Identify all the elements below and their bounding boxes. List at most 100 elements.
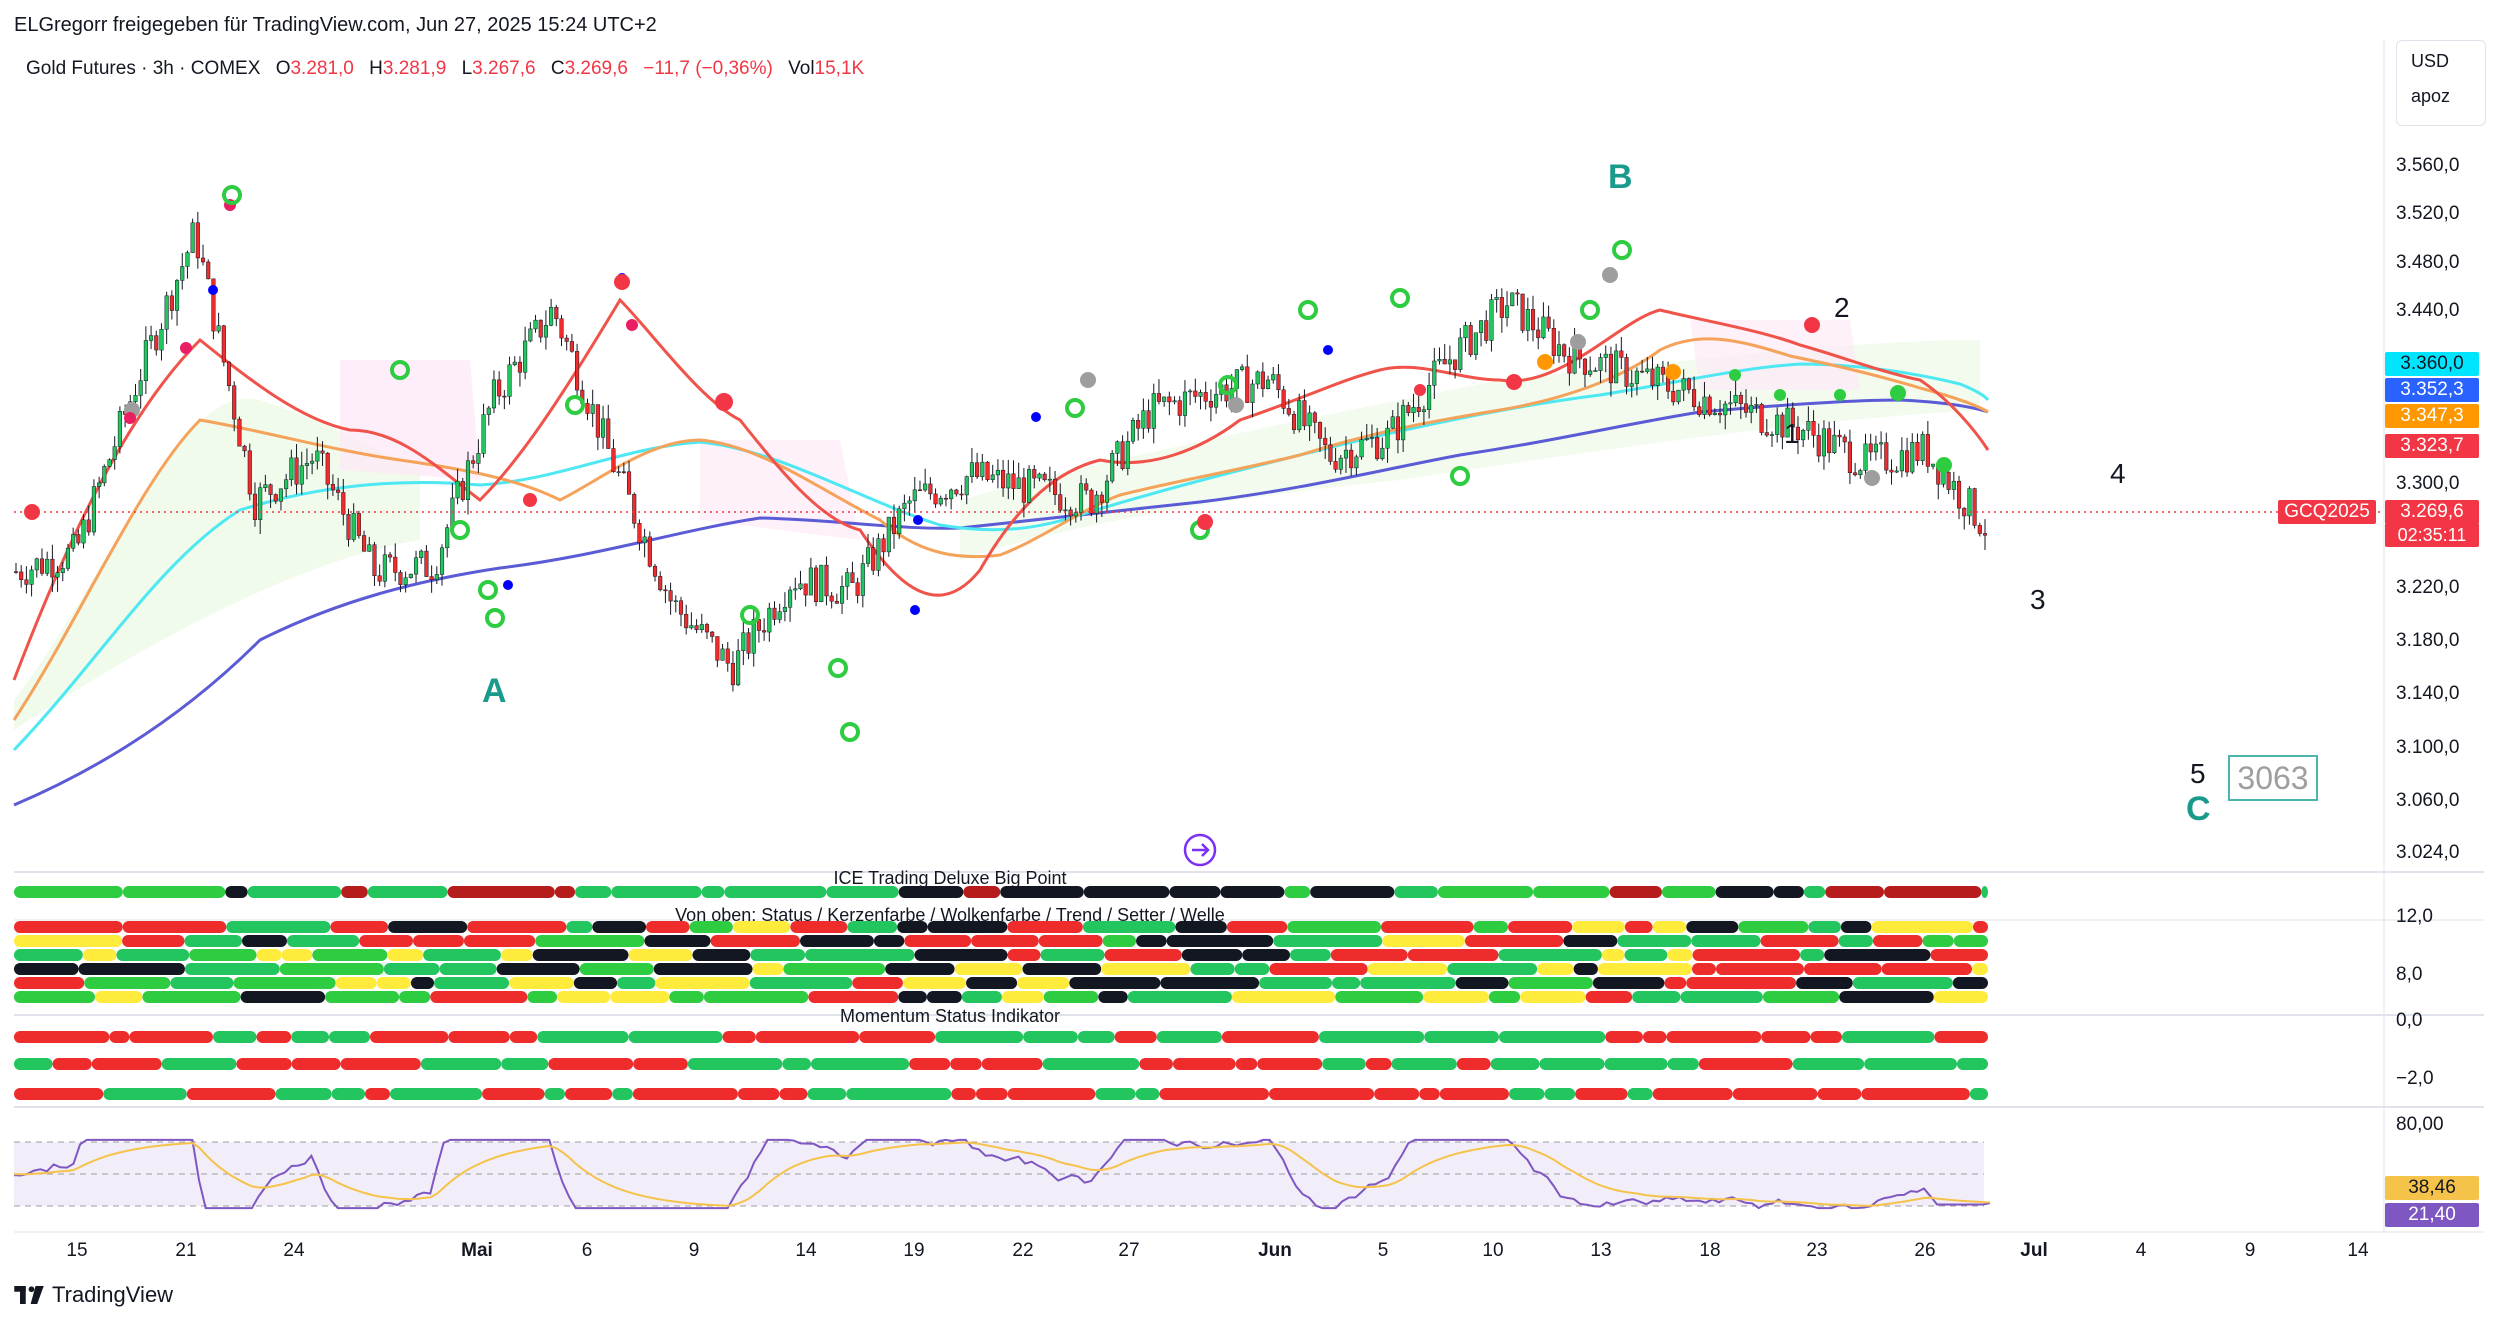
open-value: 3.281,0 bbox=[290, 58, 354, 79]
band-segment bbox=[1715, 886, 1774, 898]
signal-dot bbox=[503, 580, 513, 590]
time-tick: Jul bbox=[2020, 1240, 2048, 1261]
signal-dot bbox=[840, 722, 860, 742]
currency-selector[interactable]: USD apoz bbox=[2396, 40, 2486, 126]
target-price-box[interactable]: 3063 bbox=[2228, 755, 2318, 801]
candle bbox=[684, 604, 689, 635]
candle bbox=[1369, 424, 1375, 448]
band-segment bbox=[359, 935, 414, 947]
band-segment bbox=[722, 1031, 756, 1043]
candle bbox=[538, 319, 543, 343]
band-segment bbox=[509, 1031, 538, 1043]
band-segment bbox=[859, 1031, 936, 1043]
replay-icon[interactable] bbox=[1183, 833, 1217, 867]
ma-red-line bbox=[12, 297, 1990, 681]
candle bbox=[938, 495, 943, 507]
signal-dot bbox=[450, 520, 470, 540]
candle bbox=[720, 643, 725, 661]
band-segment bbox=[1686, 921, 1739, 933]
rsi-top-tick: 80,00 bbox=[2396, 1114, 2444, 1135]
band-segment bbox=[1136, 935, 1167, 947]
band-segment bbox=[1881, 963, 1973, 975]
band-segment bbox=[103, 1088, 187, 1100]
band-segment bbox=[898, 991, 927, 1003]
band-segment bbox=[410, 977, 435, 989]
candle bbox=[959, 484, 964, 500]
band-segment bbox=[950, 1058, 982, 1070]
candle bbox=[1027, 465, 1032, 504]
candle bbox=[512, 356, 517, 367]
candle bbox=[19, 565, 24, 588]
candle bbox=[1203, 381, 1208, 410]
candle bbox=[865, 533, 871, 568]
signal-dot bbox=[1537, 354, 1553, 370]
candle bbox=[689, 612, 694, 630]
band-segment bbox=[1667, 949, 1693, 961]
volume-value: 15,1K bbox=[814, 58, 865, 79]
candle bbox=[1328, 436, 1333, 465]
symbol-name[interactable]: Gold Futures · 3h · COMEX bbox=[26, 58, 261, 79]
band-segment bbox=[687, 1058, 783, 1070]
candle bbox=[55, 565, 60, 592]
candle bbox=[523, 326, 528, 380]
band-segment bbox=[544, 1088, 565, 1100]
candle bbox=[590, 389, 595, 427]
wave-label-c: C bbox=[2186, 790, 2211, 828]
band-segment bbox=[1257, 1058, 1323, 1070]
band-segment bbox=[927, 921, 1008, 933]
price-tick: 3.024,0 bbox=[2396, 842, 2460, 863]
symbol-legend[interactable]: Gold Futures · 3h · COMEX O3.281,0 H3.28… bbox=[26, 58, 864, 80]
band-segment bbox=[954, 963, 1023, 975]
candle bbox=[45, 551, 50, 577]
signal-dot bbox=[1228, 397, 1244, 413]
candle bbox=[1717, 399, 1723, 424]
band-segment bbox=[109, 1031, 130, 1043]
candle bbox=[533, 314, 538, 333]
candle bbox=[408, 573, 413, 579]
countdown-tag: 02:35:11 bbox=[2385, 523, 2479, 547]
band-segment bbox=[532, 949, 629, 961]
band-segment bbox=[1268, 1088, 1375, 1100]
wave-label-3: 3 bbox=[2030, 584, 2046, 615]
candle bbox=[1884, 432, 1889, 475]
candle bbox=[1395, 402, 1400, 454]
band-segment bbox=[1169, 886, 1221, 898]
candle bbox=[1624, 353, 1629, 395]
candle bbox=[1608, 346, 1613, 397]
rsi-ma-tag: 38,46 bbox=[2385, 1176, 2479, 1200]
candle bbox=[486, 405, 491, 426]
candle bbox=[1177, 396, 1182, 426]
band-segment bbox=[611, 886, 702, 898]
candle bbox=[1842, 434, 1847, 453]
candle bbox=[284, 473, 289, 498]
indicator-band-row bbox=[14, 949, 1988, 961]
candle bbox=[647, 531, 652, 568]
candle bbox=[1546, 305, 1551, 332]
time-tick: 5 bbox=[1377, 1240, 1389, 1261]
band-segment bbox=[1934, 1031, 1988, 1043]
band-segment bbox=[184, 935, 243, 947]
band-segment bbox=[439, 963, 497, 975]
band-segment bbox=[535, 935, 645, 947]
band-segment bbox=[1839, 991, 1934, 1003]
band-segment bbox=[91, 1058, 162, 1070]
candle bbox=[1468, 321, 1473, 358]
ma-price-tag: 3.352,3 bbox=[2385, 378, 2479, 402]
band-segment bbox=[1259, 977, 1333, 989]
time-tick: 26 bbox=[1914, 1240, 1936, 1261]
candle bbox=[1141, 398, 1146, 439]
band-segment bbox=[1269, 963, 1368, 975]
candle bbox=[897, 505, 902, 540]
band-segment bbox=[161, 1058, 237, 1070]
band-segment bbox=[367, 886, 448, 898]
currency-label[interactable]: USD bbox=[2411, 51, 2450, 71]
band-segment bbox=[1498, 949, 1602, 961]
candle bbox=[1458, 328, 1463, 373]
candle bbox=[1172, 396, 1177, 405]
band-segment bbox=[501, 1058, 549, 1070]
band-segment bbox=[1840, 921, 1872, 933]
footer-brand[interactable]: TradingView bbox=[14, 1282, 173, 1308]
band-segment bbox=[496, 963, 580, 975]
time-tick: 10 bbox=[1482, 1240, 1504, 1261]
